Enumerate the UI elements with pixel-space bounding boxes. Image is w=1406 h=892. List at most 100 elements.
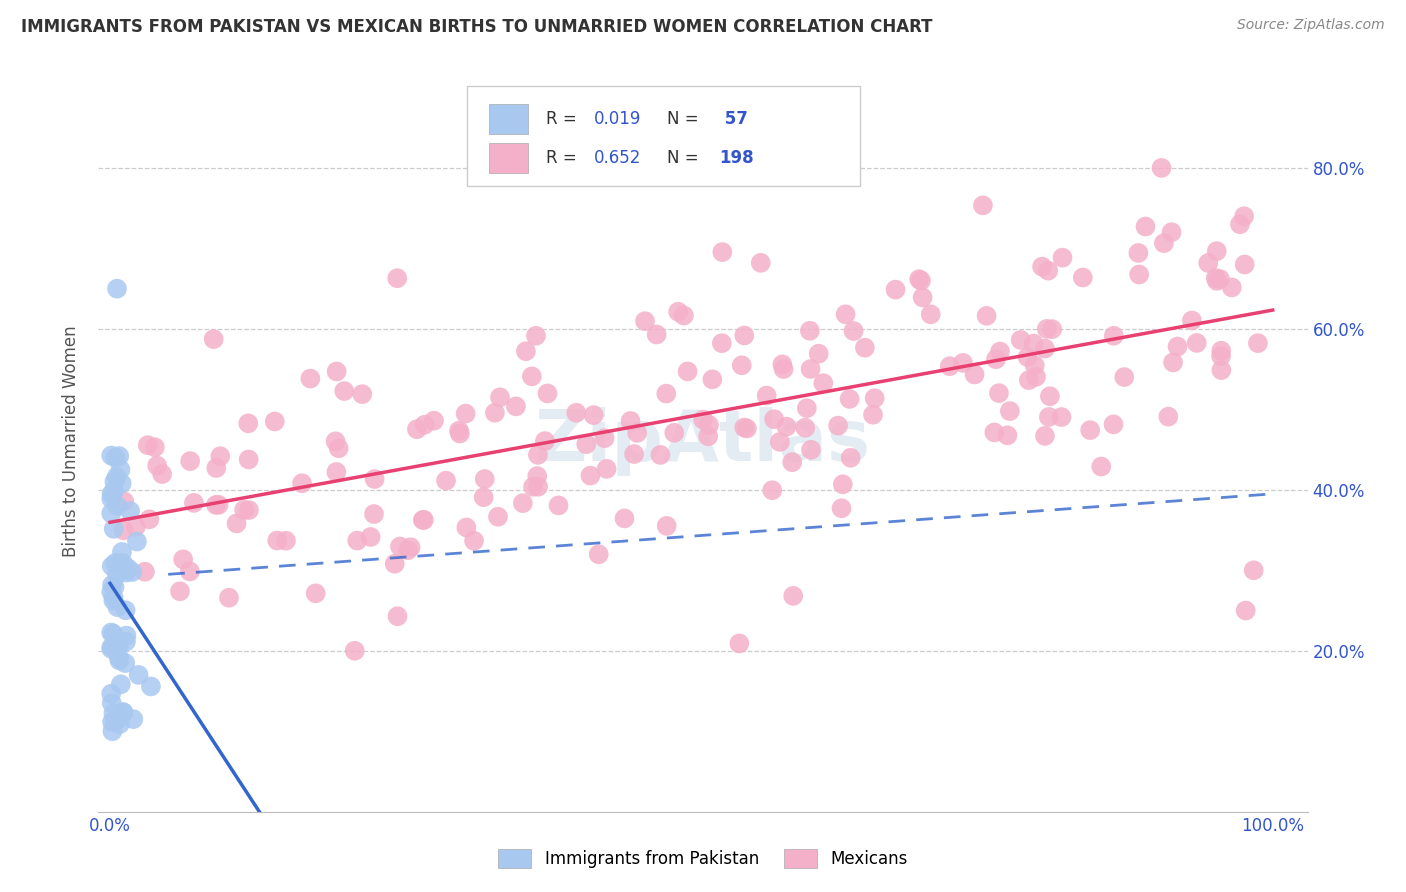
Point	[105, 640, 128, 654]
Point	[1185, 335, 1208, 350]
Point	[515, 344, 537, 359]
Point	[486, 509, 509, 524]
Point	[120, 504, 142, 518]
Point	[325, 465, 347, 479]
Point	[387, 271, 409, 285]
Point	[108, 653, 131, 667]
Point	[588, 547, 610, 561]
Point	[772, 362, 794, 376]
Point	[463, 533, 485, 548]
Point	[100, 584, 122, 599]
Point	[108, 635, 131, 649]
Point	[524, 328, 547, 343]
Point	[150, 467, 173, 481]
Point	[761, 483, 783, 498]
Point	[1135, 219, 1157, 234]
Point	[939, 359, 962, 374]
Point	[1157, 409, 1180, 424]
Point	[328, 442, 350, 456]
Point	[238, 417, 260, 431]
Text: Source: ZipAtlas.com: Source: ZipAtlas.com	[1237, 18, 1385, 32]
Point	[179, 454, 201, 468]
Point	[105, 499, 128, 513]
Point	[101, 714, 124, 729]
Point	[112, 705, 135, 719]
Point	[346, 533, 368, 548]
Point	[623, 447, 645, 461]
Point	[100, 491, 122, 506]
Point	[987, 386, 1010, 401]
Point	[565, 406, 588, 420]
Point	[325, 434, 347, 449]
Point	[112, 494, 135, 508]
Point	[1161, 355, 1184, 369]
Point	[1017, 350, 1039, 364]
Point	[1229, 217, 1251, 231]
Point	[813, 376, 835, 391]
Point	[807, 347, 830, 361]
Point	[112, 706, 135, 720]
Point	[527, 448, 550, 462]
Point	[384, 557, 406, 571]
Point	[983, 425, 1005, 440]
Point	[172, 552, 194, 566]
Point	[988, 344, 1011, 359]
Point	[702, 372, 724, 386]
Point	[103, 593, 125, 607]
Point	[100, 641, 122, 656]
Point	[1243, 563, 1265, 577]
Text: 57: 57	[718, 111, 748, 128]
Point	[183, 496, 205, 510]
Point	[105, 713, 128, 727]
Point	[115, 629, 138, 643]
Point	[412, 513, 434, 527]
Point	[1160, 225, 1182, 239]
Point	[1102, 328, 1125, 343]
Point	[733, 328, 755, 343]
Point	[650, 448, 672, 462]
Point	[105, 567, 128, 582]
Point	[1022, 336, 1045, 351]
FancyBboxPatch shape	[489, 143, 527, 173]
Point	[143, 440, 166, 454]
Point	[1114, 370, 1136, 384]
Point	[911, 290, 934, 304]
Point	[107, 639, 129, 653]
Point	[755, 388, 778, 402]
Point	[105, 282, 128, 296]
Point	[1205, 274, 1227, 288]
Point	[728, 636, 751, 650]
Point	[413, 417, 436, 432]
Point	[396, 543, 419, 558]
Point	[547, 499, 569, 513]
Point	[613, 511, 636, 525]
Point	[1052, 251, 1074, 265]
Point	[489, 390, 512, 404]
Point	[111, 545, 134, 559]
Point	[1205, 271, 1227, 285]
Point	[412, 513, 434, 527]
Point	[136, 438, 159, 452]
Point	[169, 584, 191, 599]
Point	[1167, 339, 1189, 353]
Point	[1090, 459, 1112, 474]
Text: N =: N =	[666, 111, 703, 128]
Point	[122, 712, 145, 726]
Point	[1247, 336, 1270, 351]
Point	[634, 314, 657, 328]
Point	[862, 408, 884, 422]
Point	[676, 364, 699, 378]
Point	[325, 364, 347, 378]
Point	[299, 371, 322, 385]
Point	[146, 458, 169, 473]
Point	[1031, 260, 1053, 274]
Point	[666, 304, 689, 318]
Point	[100, 487, 122, 501]
Point	[100, 625, 122, 640]
Point	[454, 407, 477, 421]
Point	[1209, 272, 1232, 286]
Point	[333, 384, 356, 398]
Point	[710, 336, 733, 351]
Point	[103, 522, 125, 536]
Point	[125, 534, 148, 549]
